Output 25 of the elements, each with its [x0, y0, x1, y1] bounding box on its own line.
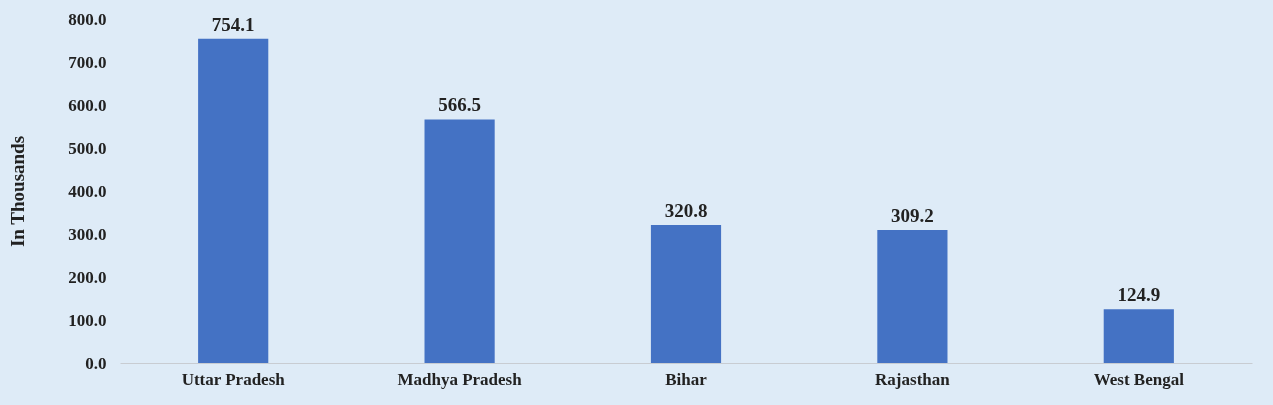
- x-tick-label: Madhya Pradesh: [397, 369, 523, 389]
- x-tick-label: Uttar Pradesh: [181, 369, 286, 389]
- data-label: 566.5: [438, 94, 481, 116]
- y-tick-label: 800.0: [68, 9, 107, 29]
- y-tick-label: 400.0: [68, 181, 107, 201]
- x-tick-label: Rajasthan: [875, 369, 951, 389]
- bar: [1103, 309, 1174, 363]
- y-tick-label: 300.0: [68, 224, 107, 244]
- x-tick-label: Bihar: [665, 369, 708, 389]
- y-tick-label: 100.0: [68, 310, 107, 330]
- y-tick-label: 0.0: [85, 353, 107, 373]
- data-label: 754.1: [211, 13, 255, 35]
- x-tick-label: West Bengal: [1093, 369, 1185, 389]
- y-tick-label: 500.0: [68, 138, 107, 158]
- bar: [877, 230, 948, 363]
- data-label: 124.9: [1117, 284, 1161, 306]
- y-tick-label: 200.0: [68, 267, 107, 287]
- bar: [198, 38, 269, 363]
- data-label: 320.8: [664, 200, 708, 222]
- y-axis-title: In Thousands: [7, 135, 29, 248]
- bar: [650, 225, 722, 363]
- data-label: 309.2: [891, 205, 934, 227]
- y-tick-label: 700.0: [68, 52, 107, 72]
- y-tick-label: 600.0: [68, 95, 107, 115]
- bar: [424, 119, 495, 363]
